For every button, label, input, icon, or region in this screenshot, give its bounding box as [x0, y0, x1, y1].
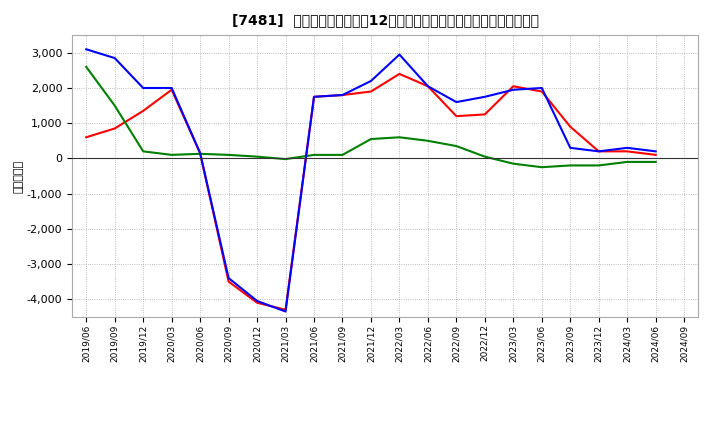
投資CF — [338, 152, 347, 158]
フリーCF — [338, 92, 347, 98]
投資CF — [566, 163, 575, 168]
投資CF — [139, 149, 148, 154]
営業CF — [509, 84, 518, 89]
営業CF — [110, 126, 119, 131]
投資CF — [595, 163, 603, 168]
フリーCF — [82, 47, 91, 52]
投資CF — [282, 157, 290, 162]
フリーCF — [395, 52, 404, 57]
営業CF — [225, 279, 233, 284]
営業CF — [196, 150, 204, 156]
営業CF — [566, 124, 575, 129]
営業CF — [452, 114, 461, 119]
フリーCF — [282, 309, 290, 314]
フリーCF — [423, 84, 432, 89]
投資CF — [110, 103, 119, 108]
フリーCF — [537, 85, 546, 91]
投資CF — [623, 159, 631, 165]
フリーCF — [366, 78, 375, 84]
投資CF — [366, 136, 375, 142]
営業CF — [595, 149, 603, 154]
Y-axis label: （百万円）: （百万円） — [14, 159, 24, 193]
Line: 投資CF: 投資CF — [86, 67, 656, 167]
投資CF — [652, 159, 660, 165]
営業CF — [623, 149, 631, 154]
投資CF — [225, 152, 233, 158]
投資CF — [423, 138, 432, 143]
フリーCF — [452, 99, 461, 105]
フリーCF — [225, 275, 233, 281]
営業CF — [282, 307, 290, 312]
投資CF — [395, 135, 404, 140]
Line: フリーCF: フリーCF — [86, 49, 656, 312]
フリーCF — [310, 94, 318, 99]
営業CF — [82, 135, 91, 140]
フリーCF — [139, 85, 148, 91]
営業CF — [167, 87, 176, 92]
投資CF — [196, 151, 204, 157]
投資CF — [509, 161, 518, 166]
投資CF — [480, 154, 489, 159]
営業CF — [366, 89, 375, 94]
フリーCF — [167, 85, 176, 91]
投資CF — [537, 165, 546, 170]
フリーCF — [623, 145, 631, 150]
営業CF — [395, 71, 404, 77]
フリーCF — [253, 298, 261, 304]
営業CF — [338, 92, 347, 98]
投資CF — [310, 152, 318, 158]
投資CF — [167, 152, 176, 158]
投資CF — [452, 143, 461, 149]
Title: [7481]  キャッシュフローの12か月移動合計の対前年同期増減額の推移: [7481] キャッシュフローの12か月移動合計の対前年同期増減額の推移 — [232, 13, 539, 27]
フリーCF — [480, 94, 489, 99]
フリーCF — [595, 149, 603, 154]
フリーCF — [196, 150, 204, 156]
営業CF — [310, 94, 318, 99]
フリーCF — [652, 149, 660, 154]
営業CF — [537, 89, 546, 94]
Line: 営業CF: 営業CF — [86, 74, 656, 310]
フリーCF — [566, 145, 575, 150]
投資CF — [253, 154, 261, 159]
営業CF — [423, 84, 432, 89]
フリーCF — [110, 55, 119, 61]
営業CF — [139, 108, 148, 114]
投資CF — [82, 64, 91, 70]
営業CF — [480, 112, 489, 117]
営業CF — [253, 300, 261, 305]
営業CF — [652, 152, 660, 158]
フリーCF — [509, 87, 518, 92]
